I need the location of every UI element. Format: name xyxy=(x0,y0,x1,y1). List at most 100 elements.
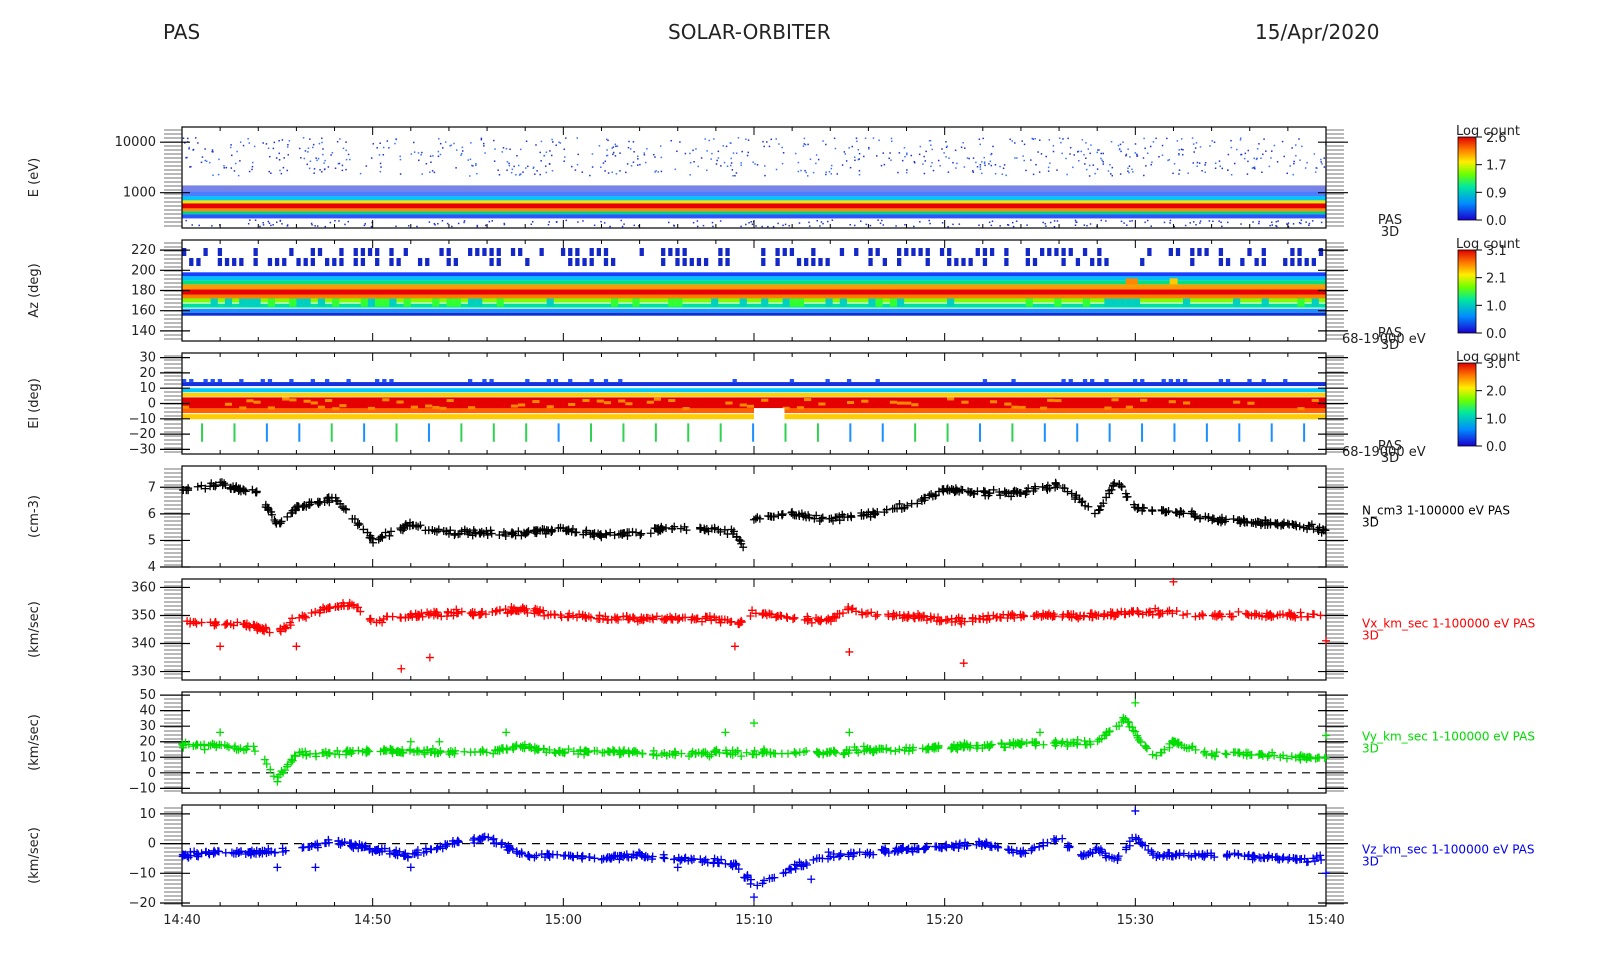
data-point xyxy=(1004,610,1013,619)
sparse-cell xyxy=(568,258,573,266)
count-speck xyxy=(288,140,291,142)
el-speck xyxy=(1090,379,1095,383)
data-point xyxy=(1222,515,1231,524)
el-speck xyxy=(1161,379,1166,383)
data-point xyxy=(1286,612,1295,621)
count-speck xyxy=(324,159,326,162)
count-speck xyxy=(906,152,908,155)
count-speck xyxy=(1246,173,1249,175)
count-speck xyxy=(576,163,579,166)
data-point xyxy=(311,607,320,616)
count-speck xyxy=(855,137,858,139)
az-mottle xyxy=(711,298,719,307)
data-point xyxy=(727,525,736,534)
data-point xyxy=(1071,495,1080,504)
data-point xyxy=(556,523,565,532)
data-point xyxy=(450,531,459,540)
count-speck xyxy=(1038,171,1041,173)
count-speck xyxy=(868,146,870,149)
sparse-cell xyxy=(639,248,644,256)
count-speck xyxy=(1102,161,1104,163)
series-label-suffix: 3D xyxy=(1362,516,1379,530)
data-point xyxy=(469,835,478,844)
el-speck xyxy=(1104,379,1109,383)
data-point xyxy=(1172,508,1181,517)
count-speck xyxy=(463,220,466,222)
data-point xyxy=(1090,509,1099,518)
mission-title: SOLAR-ORBITER xyxy=(668,20,831,44)
sparse-cell xyxy=(989,248,995,256)
count-speck xyxy=(430,161,432,164)
data-point xyxy=(346,747,355,756)
count-speck xyxy=(1001,173,1004,176)
data-point xyxy=(726,750,735,759)
data-point xyxy=(902,846,911,855)
count-speck xyxy=(286,169,289,172)
el-mottle xyxy=(818,402,826,406)
el-speck xyxy=(1218,379,1224,383)
data-point xyxy=(322,605,331,614)
count-speck xyxy=(184,142,186,144)
count-speck xyxy=(308,167,311,170)
data-point xyxy=(753,881,762,890)
data-point xyxy=(760,876,769,885)
az-mottle xyxy=(317,298,325,307)
data-point xyxy=(394,746,403,755)
y-tick-label: −20 xyxy=(129,427,156,442)
sparse-cell xyxy=(496,258,501,266)
data-point xyxy=(958,486,967,495)
data-point xyxy=(1159,852,1168,861)
data-point xyxy=(576,745,585,754)
data-point xyxy=(324,838,333,847)
outlier-point xyxy=(435,737,444,746)
series-label-suffix: 3D xyxy=(1362,629,1379,643)
sparse-cell xyxy=(1261,248,1266,256)
count-speck xyxy=(883,163,886,166)
outlier-point xyxy=(807,875,816,884)
colorbar-tick-label: 2.0 xyxy=(1486,385,1507,400)
el-mottle xyxy=(546,405,554,409)
count-speck xyxy=(1283,155,1285,158)
count-speck xyxy=(591,153,594,155)
az-mottle xyxy=(1111,298,1119,307)
count-speck xyxy=(1306,161,1308,164)
el-speck xyxy=(568,379,573,383)
count-speck xyxy=(1172,172,1174,175)
y-tick-label: 40 xyxy=(139,704,156,719)
count-speck xyxy=(276,221,278,224)
el-tick xyxy=(330,423,333,442)
count-speck xyxy=(612,146,615,148)
data-point xyxy=(700,856,709,865)
y-tick-label: −10 xyxy=(129,412,156,427)
count-speck xyxy=(1097,149,1099,151)
data-point xyxy=(535,607,544,616)
count-speck xyxy=(1034,137,1036,140)
count-speck xyxy=(1199,146,1202,148)
count-speck xyxy=(1243,157,1246,160)
data-point xyxy=(1102,493,1111,502)
data-point xyxy=(619,612,628,621)
count-speck xyxy=(484,224,487,227)
data-point xyxy=(1117,717,1126,726)
az-mottle xyxy=(246,298,254,307)
count-speck xyxy=(345,168,347,171)
count-speck xyxy=(913,225,915,228)
count-speck xyxy=(273,141,276,144)
data-point xyxy=(622,850,631,859)
count-speck xyxy=(555,144,558,147)
count-speck xyxy=(1227,169,1229,171)
data-point xyxy=(858,610,867,619)
sparse-cell xyxy=(389,258,394,266)
count-speck xyxy=(654,171,656,173)
data-point xyxy=(1168,852,1177,861)
el-mottle xyxy=(1247,401,1255,405)
count-speck xyxy=(619,152,621,154)
sparse-cell xyxy=(353,248,358,256)
data-point xyxy=(701,855,710,864)
data-point xyxy=(444,748,453,757)
count-speck xyxy=(869,224,872,227)
data-point xyxy=(179,850,188,859)
count-speck xyxy=(345,158,348,161)
data-point xyxy=(327,493,336,502)
y-axis-label: (cm-3) xyxy=(27,495,42,538)
